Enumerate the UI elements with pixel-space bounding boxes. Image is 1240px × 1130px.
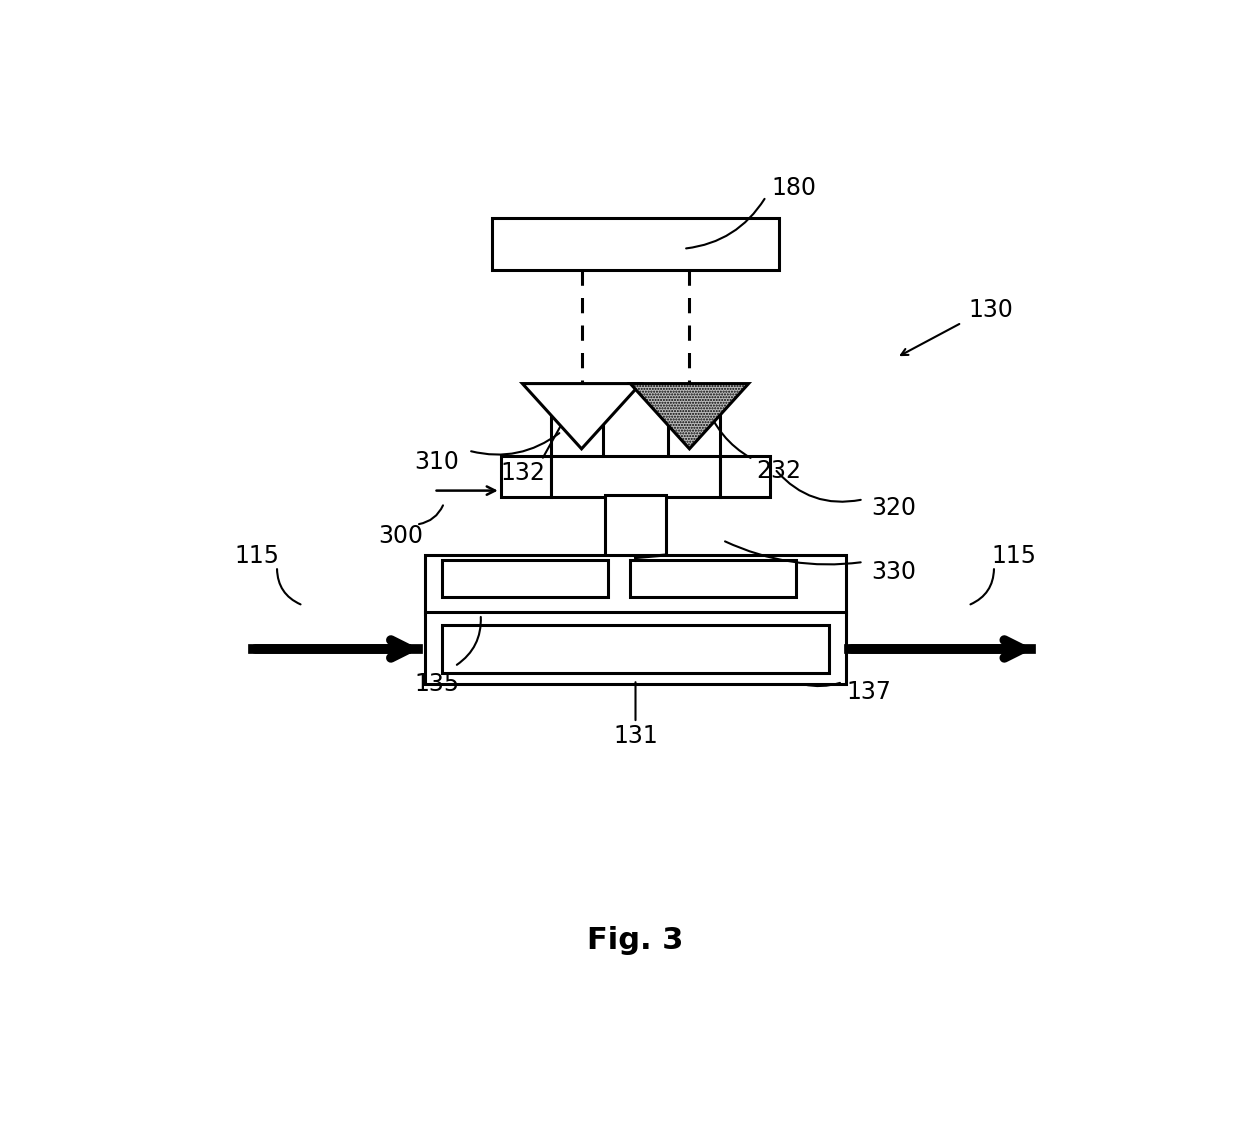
Text: 132: 132 (500, 461, 544, 485)
Text: 137: 137 (846, 680, 892, 704)
Polygon shape (630, 383, 749, 449)
Text: 131: 131 (613, 724, 658, 748)
Bar (605, 495, 666, 557)
Text: 300: 300 (378, 524, 423, 548)
Bar (630, 560, 796, 597)
Bar (551, 410, 604, 458)
Text: 115: 115 (992, 544, 1037, 568)
Text: Fig. 3: Fig. 3 (588, 925, 683, 955)
Bar (443, 626, 828, 673)
Text: 135: 135 (414, 671, 460, 696)
Bar (425, 555, 846, 615)
Text: 180: 180 (771, 176, 816, 200)
Polygon shape (522, 383, 641, 449)
Bar (667, 410, 720, 458)
Bar (501, 455, 551, 497)
Text: 115: 115 (234, 544, 279, 568)
Text: 310: 310 (414, 450, 460, 473)
Text: 330: 330 (872, 560, 916, 584)
Bar (720, 455, 770, 497)
Text: 232: 232 (756, 459, 801, 483)
Text: 130: 130 (968, 297, 1013, 322)
Text: 320: 320 (872, 496, 916, 520)
Bar (425, 612, 846, 684)
Bar (443, 560, 608, 597)
Bar (551, 455, 720, 497)
Bar (492, 218, 779, 270)
